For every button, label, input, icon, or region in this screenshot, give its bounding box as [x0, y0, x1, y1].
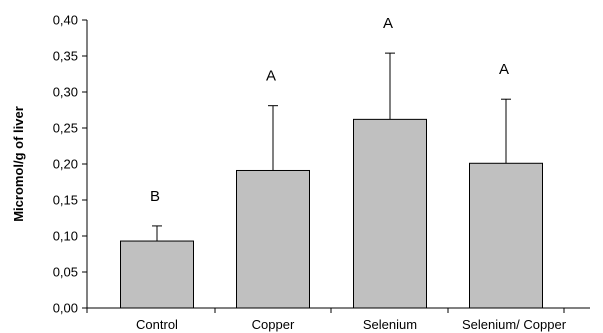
y-tick-label: 0,20 — [53, 157, 78, 172]
significance-labels: B A A A — [150, 15, 509, 205]
significance-label: A — [499, 61, 509, 78]
bar — [469, 162, 543, 309]
bar — [120, 240, 194, 309]
x-tick-label: Selenium/ Copper — [462, 317, 567, 332]
y-tick-label: 0,05 — [53, 265, 78, 280]
x-tick-label: Selenium — [363, 317, 417, 332]
bars — [120, 118, 543, 309]
y-axis-label-group: Micromol/g of liver — [11, 106, 26, 222]
bar — [236, 169, 310, 309]
bar — [353, 118, 427, 309]
y-axis-label: Micromol/g of liver — [11, 106, 26, 222]
y-tick-label: 0,00 — [53, 301, 78, 316]
significance-label: A — [383, 15, 393, 32]
y-tick-label: 0,40 — [53, 13, 78, 28]
y-tick-label: 0,15 — [53, 193, 78, 208]
significance-label: A — [266, 68, 276, 85]
significance-label: B — [150, 188, 160, 205]
y-tick-label: 0,25 — [53, 121, 78, 136]
y-tick-label: 0,35 — [53, 49, 78, 64]
x-tick-labels: Control Copper Selenium Selenium/ Copper — [86, 308, 567, 332]
y-ticks: 0,00 0,05 0,10 0,15 0,20 0,25 0,30 0,35 0,40 — [53, 13, 87, 316]
y-tick-label: 0,10 — [53, 229, 78, 244]
y-tick-label: 0,30 — [53, 85, 78, 100]
x-tick-label: Copper — [252, 317, 295, 332]
x-tick-label: Control — [136, 317, 178, 332]
error-bars — [152, 52, 511, 242]
